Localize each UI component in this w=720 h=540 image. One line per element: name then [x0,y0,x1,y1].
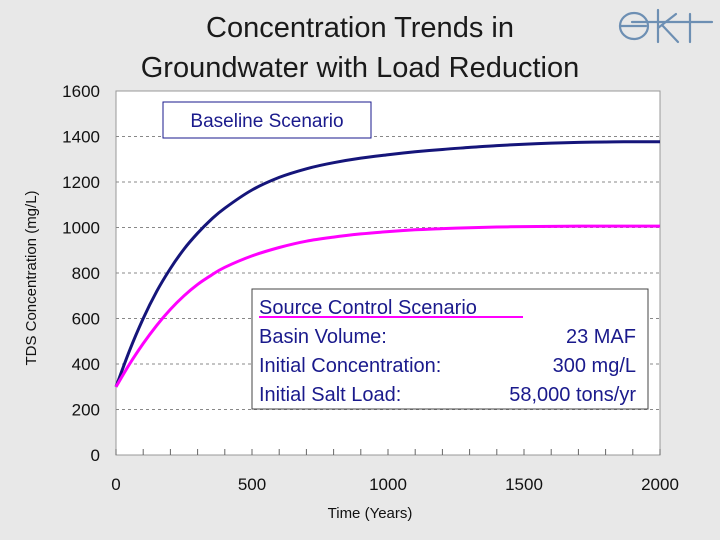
slide-title-line1: Concentration Trends in [206,12,514,44]
initial-salt-load-label: Initial Salt Load: [259,384,401,406]
y-tick-label: 1200 [62,173,100,192]
y-tick-label: 1400 [62,128,100,147]
x-axis-ticks [115,449,661,455]
x-tick-label: 1500 [505,475,543,494]
x-tick-label: 0 [111,475,120,494]
slide-title: Concentration Trends in Groundwater with… [60,8,660,88]
baseline-series-line [114,140,660,388]
baseline-label-box [162,101,372,139]
x-tick-label: 2000 [641,475,679,494]
source-control-box [251,288,649,410]
baseline-label: Baseline Scenario [190,111,343,132]
y-tick-label: 0 [91,446,100,465]
series-lines [114,140,660,388]
x-tick-label: 1000 [369,475,407,494]
y-tick-label: 1600 [62,82,100,101]
y-tick-label: 800 [72,264,100,283]
y-tick-label: 600 [72,310,100,329]
baseline-annotation: Baseline Scenario [162,101,372,139]
y-axis-title: TDS Concentration (mg/L) [23,190,40,365]
y-tick-label: 1000 [62,219,100,238]
x-axis-tick-labels: 0 500 1000 1500 2000 [111,475,679,494]
x-tick-label: 500 [238,475,266,494]
initial-concentration-value: 300 mg/L [553,355,636,377]
eki-logo: eki [618,8,714,44]
source-control-series-line [114,224,660,388]
y-axis-tick-labels: 0 200 400 600 800 1000 1200 1400 1600 [62,82,100,465]
y-tick-label: 200 [72,401,100,420]
source-control-annotation: Source Control Scenario Basin Volume: 23… [251,288,649,410]
basin-volume-label: Basin Volume: [259,326,387,348]
basin-volume-value: 23 MAF [566,326,636,348]
slide-title-line2: Groundwater with Load Reduction [140,52,580,84]
source-control-title: Source Control Scenario [259,297,477,319]
y-tick-label: 400 [72,355,100,374]
initial-concentration-label: Initial Concentration: [259,355,441,377]
initial-salt-load-value: 58,000 tons/yr [509,384,636,406]
x-axis-title: Time (Years) [328,505,413,522]
